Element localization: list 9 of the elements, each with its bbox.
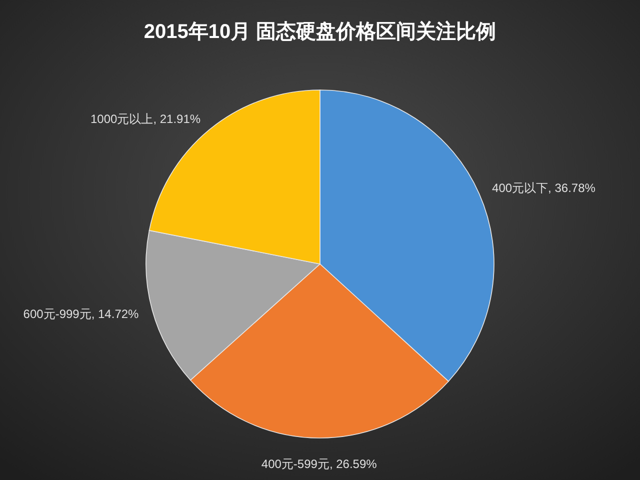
category: 600元-999元 xyxy=(23,306,92,321)
value: , 26.59% xyxy=(329,457,377,471)
category: 400元以下 xyxy=(492,181,548,196)
value: , 14.72% xyxy=(91,306,139,321)
value: , 36.78% xyxy=(548,181,596,196)
chart-title: 2015年10月 固态硬盘价格区间关注比例 xyxy=(144,20,496,43)
category: 400元-599元 xyxy=(261,457,330,471)
category: 1000元以上 xyxy=(90,112,154,126)
value: , 21.91% xyxy=(153,112,201,126)
